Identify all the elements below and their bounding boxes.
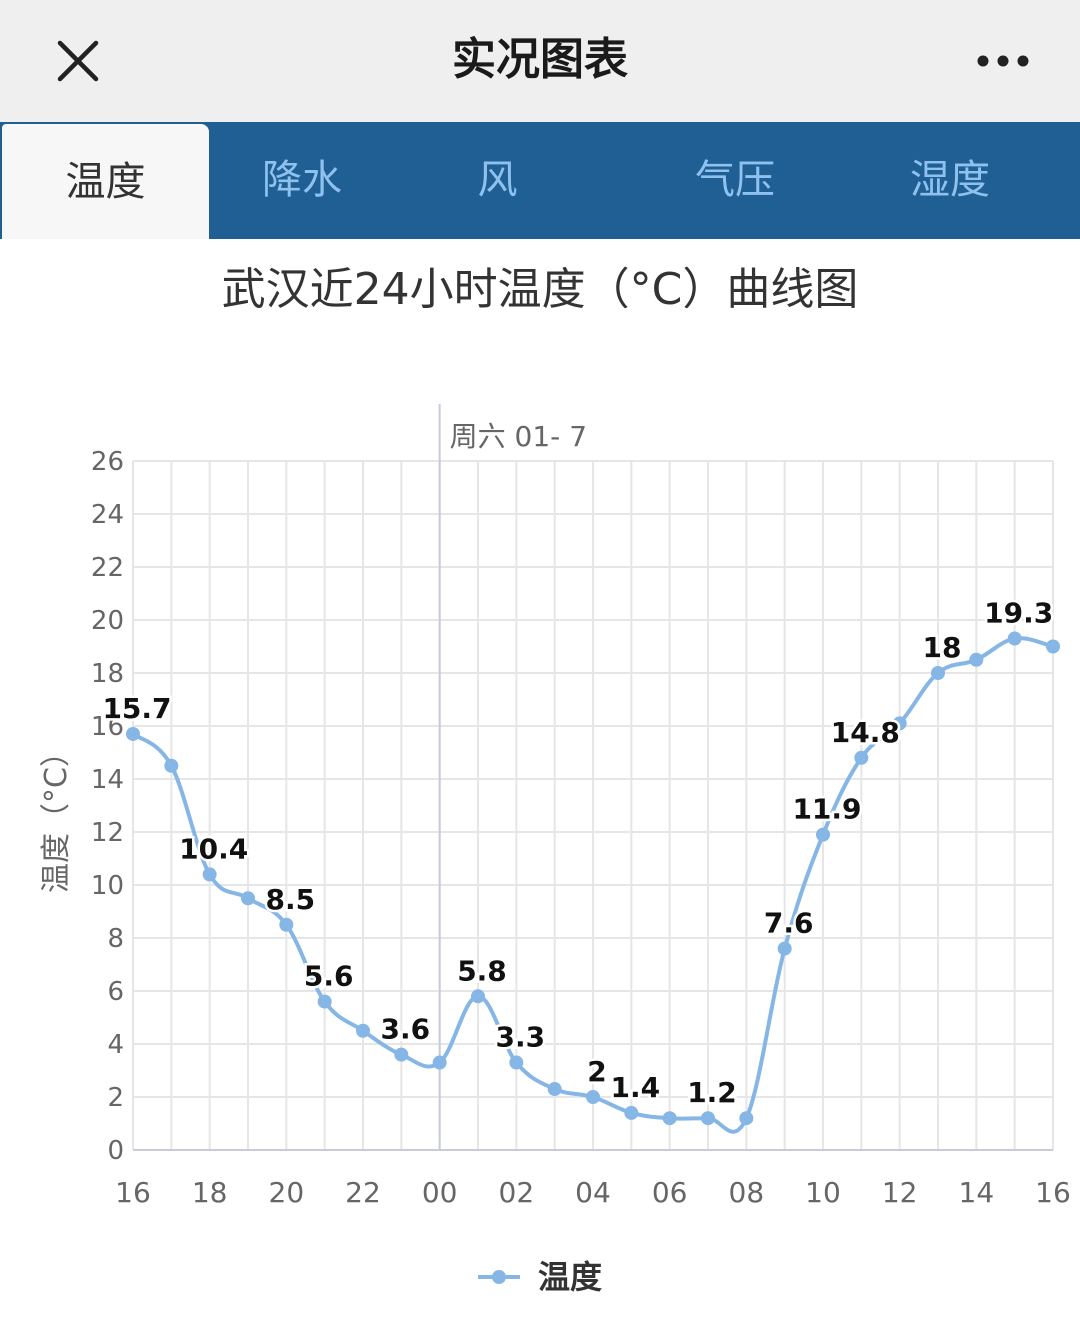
data-point[interactable] xyxy=(892,716,907,731)
y-tick-label: 18 xyxy=(91,659,124,689)
data-point[interactable] xyxy=(586,1090,600,1104)
x-tick-label: 20 xyxy=(269,1176,305,1209)
y-tick-label: 6 xyxy=(107,977,124,1007)
data-label: 19.3 xyxy=(984,597,1053,630)
y-tick-label: 16 xyxy=(91,712,124,742)
data-point[interactable] xyxy=(777,941,792,956)
data-label: 5.8 xyxy=(457,954,507,987)
data-point[interactable] xyxy=(241,891,255,906)
x-tick-label: 08 xyxy=(729,1176,765,1209)
data-label: 11.9 xyxy=(792,793,861,826)
x-tick-label: 12 xyxy=(882,1176,918,1209)
y-tick-label: 4 xyxy=(107,1030,124,1060)
data-point[interactable] xyxy=(931,666,945,680)
data-label: 3.3 xyxy=(496,1021,546,1054)
y-tick-label: 20 xyxy=(91,606,124,636)
data-point[interactable] xyxy=(509,1055,524,1070)
y-tick-label: 10 xyxy=(91,871,124,901)
data-point[interactable] xyxy=(1007,631,1022,646)
data-point[interactable] xyxy=(547,1082,562,1097)
x-tick-label: 14 xyxy=(959,1176,995,1209)
data-label: 8.5 xyxy=(266,883,316,916)
data-point[interactable] xyxy=(202,867,217,882)
tab-humidity[interactable]: 湿度 xyxy=(910,157,990,203)
data-label: 5.6 xyxy=(304,960,354,993)
data-point[interactable] xyxy=(662,1111,677,1126)
y-tick-label: 26 xyxy=(91,447,124,477)
y-axis-label: 温度（°C） xyxy=(39,737,74,893)
y-tick-label: 2 xyxy=(107,1083,124,1113)
data-point[interactable] xyxy=(432,1055,447,1070)
tab-bar: 温度 降水 风 气压 湿度 xyxy=(0,122,1080,239)
data-label: 18 xyxy=(923,631,962,664)
data-label: 7.6 xyxy=(764,907,814,940)
x-tick-label: 00 xyxy=(422,1176,458,1209)
y-tick-label: 8 xyxy=(107,924,124,954)
x-tick-label: 06 xyxy=(652,1176,688,1209)
x-tick-label: 10 xyxy=(805,1176,841,1209)
data-label: 3.6 xyxy=(381,1013,431,1046)
x-tick-label: 16 xyxy=(1035,1176,1071,1209)
data-label: 1.2 xyxy=(687,1076,737,1109)
y-tick-label: 12 xyxy=(91,818,124,848)
data-point[interactable] xyxy=(471,989,485,1004)
data-point[interactable] xyxy=(394,1047,409,1062)
chart-grid xyxy=(132,460,1054,1151)
data-point[interactable] xyxy=(317,994,332,1009)
data-label: 2 xyxy=(587,1055,606,1088)
data-label: 14.8 xyxy=(831,716,900,749)
y-tick-label: 24 xyxy=(91,500,124,530)
data-point[interactable] xyxy=(701,1111,715,1126)
x-tick-label: 16 xyxy=(115,1176,151,1209)
data-label: 15.7 xyxy=(102,692,171,725)
data-point[interactable] xyxy=(279,917,294,932)
legend-series-marker xyxy=(478,1270,520,1284)
x-tick-label: 18 xyxy=(192,1176,228,1209)
data-point[interactable] xyxy=(356,1023,370,1038)
tab-pressure[interactable]: 气压 xyxy=(695,157,775,203)
x-tick-label: 04 xyxy=(575,1176,611,1209)
data-label: 1.4 xyxy=(611,1071,661,1104)
y-tick-label: 22 xyxy=(91,553,124,583)
tab-wind[interactable]: 风 xyxy=(477,157,518,203)
data-point[interactable] xyxy=(969,652,984,667)
y-tick-label: 14 xyxy=(91,765,124,795)
chart-series xyxy=(126,631,1060,1134)
data-point[interactable] xyxy=(816,827,830,842)
x-tick-label: 02 xyxy=(499,1176,535,1209)
data-point[interactable] xyxy=(164,758,179,773)
legend-series-label: 温度 xyxy=(538,1258,603,1296)
data-point[interactable] xyxy=(854,750,869,765)
day-marker-label: 周六 01- 7 xyxy=(450,420,587,453)
x-tick-label: 22 xyxy=(345,1176,381,1209)
data-point[interactable] xyxy=(624,1105,639,1120)
chart-title: 武汉近24小时温度（°C）曲线图 xyxy=(221,264,859,315)
tab-precipitation[interactable]: 降水 xyxy=(262,157,342,203)
y-tick-label: 0 xyxy=(107,1136,124,1166)
data-point[interactable] xyxy=(1046,639,1060,654)
data-label: 10.4 xyxy=(179,832,248,865)
close-icon[interactable] xyxy=(50,33,106,89)
tab-temperature[interactable]: 温度 xyxy=(2,124,209,239)
chart-data-labels: 15.710.48.55.63.65.83.32 1.4 1.27.611.914.… xyxy=(100,594,1056,1112)
data-point[interactable] xyxy=(126,726,140,741)
more-dots-icon[interactable] xyxy=(968,40,1038,82)
data-point[interactable] xyxy=(739,1111,754,1126)
